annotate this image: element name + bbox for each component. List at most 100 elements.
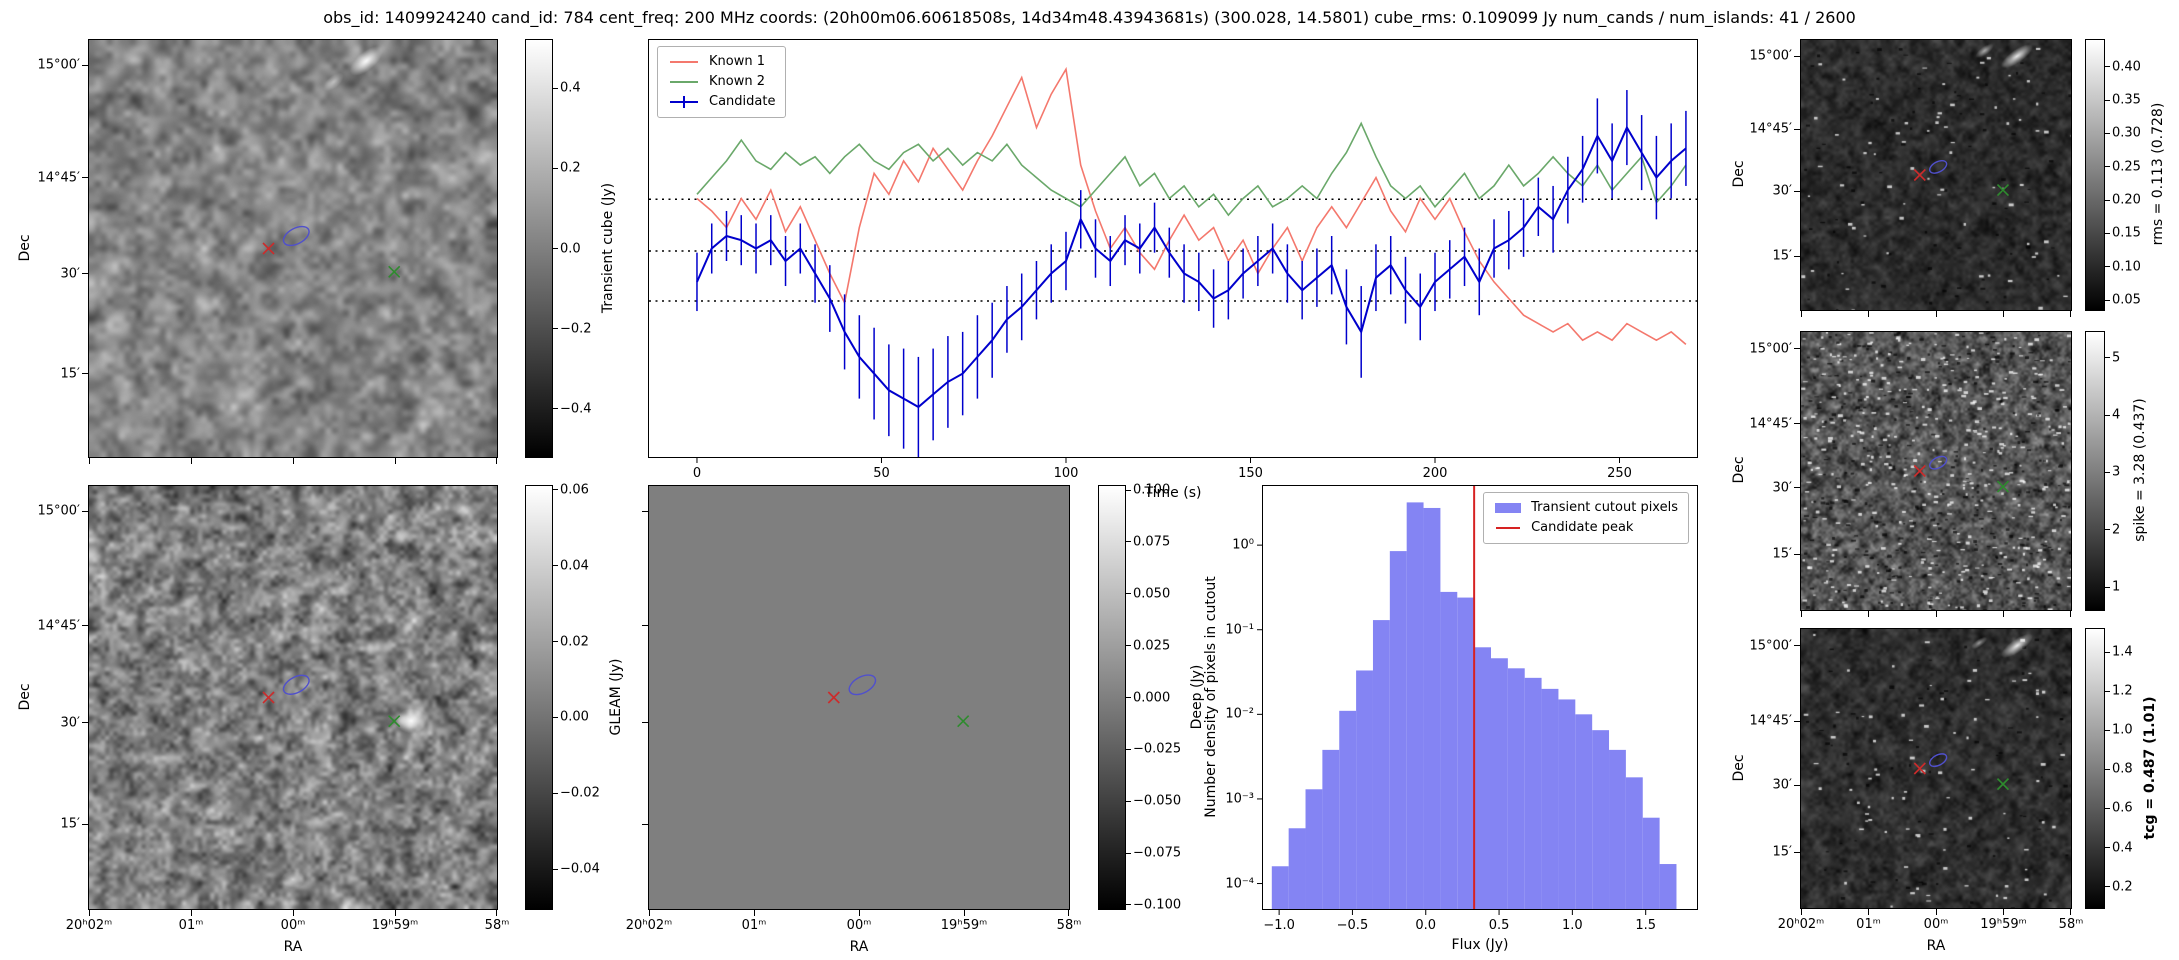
dec-tick-label: 14°45′ (1749, 713, 1792, 729)
time-tick-label: 150 (1238, 466, 1263, 481)
axis-tick (1794, 190, 1800, 192)
gleam-colorbar: 0.06 0.04 0.02 0.00 −0.02 −0.04 GLEAM (Jy) (525, 482, 624, 910)
source-markers-overlay (262, 674, 401, 728)
dec-tick-label: 14°45′ (1749, 121, 1792, 137)
axis-tick (2105, 529, 2110, 531)
colorbar-tick-label: 0.000 (1133, 690, 1171, 705)
histogram-bar (1322, 749, 1340, 909)
transient-cube-colorbar: 0.4 0.2 0.0 −0.2 −0.4 Transient cube (Jy) (525, 39, 616, 458)
candidate-island-contour (1929, 455, 1948, 470)
figure-title: obs_id: 1409924240 cand_id: 784 cent_fre… (323, 8, 1856, 27)
colorbar-tick-label: 0.25 (2112, 159, 2141, 175)
axis-tick (2105, 199, 2110, 201)
axis-tick (89, 458, 90, 464)
ra-tick-label: 01ᵐ (178, 918, 204, 933)
colorbar-tick-label: −0.4 (560, 401, 592, 417)
lightcurve-panel: 0 50 100 150 200 250 Time (s) Known 1 Known 2 Can… (648, 39, 1698, 501)
histogram-bar (1305, 789, 1323, 909)
rms-map-panel: 15°00′ 14°45′ 30′ 15′ Dec (1731, 39, 2072, 317)
axis-tick (649, 910, 650, 916)
colorbar-tick-label: 1.0 (2112, 722, 2133, 738)
colorbar-tick-label: 0.00 (560, 709, 589, 725)
dec-tick-label: 30′ (1772, 183, 1793, 199)
density-tick-label: 10⁻² (1225, 706, 1254, 722)
deep-image-panel: 20ʰ02ᵐ 01ᵐ 00ᵐ 19ʰ59ᵐ 58ᵐ RA (626, 485, 1081, 955)
legend-row: Candidate (668, 92, 775, 112)
flux-tick-label: −1.0 (1263, 918, 1295, 933)
axis-tick (963, 910, 965, 916)
axis-tick (89, 910, 90, 916)
colorbar-tick-label: 3 (2112, 464, 2121, 480)
legend-label: Known 1 (709, 54, 765, 69)
axis-tick (394, 910, 396, 916)
spike-map-panel: 15°00′ 14°45′ 30′ 15′ Dec (1731, 331, 2072, 617)
tcg-map-panel: 20ʰ02ᵐ 01ᵐ 00ᵐ 19ʰ59ᵐ 58ᵐ 15°00′ 14°45′ 30′ 15′ R… (1731, 628, 2083, 954)
colorbar-tick-label: 1.2 (2112, 683, 2133, 699)
axis-tick (1126, 541, 1131, 543)
colorbar-tick-label: 0.15 (2112, 225, 2141, 241)
dec-axis-label: Dec (17, 682, 33, 711)
known-source-red-cross-marker (1913, 168, 1926, 182)
histogram-bar (1625, 777, 1643, 909)
axis-tick (1868, 909, 1869, 915)
rms-image (1801, 40, 2071, 310)
flux-tick-label: 1.5 (1635, 918, 1657, 933)
gleam-colorbar-label: GLEAM (Jy) (608, 658, 624, 735)
dec-tick-label: 14°45′ (37, 618, 80, 634)
colorbar-tick-label: 1 (2112, 579, 2121, 595)
flux-tick-label: −0.5 (1336, 918, 1369, 933)
histogram-bar (1339, 710, 1357, 909)
legend-line-sample (1496, 527, 1521, 530)
axis-tick (2105, 266, 2110, 268)
colorbar-tick-label: 1.4 (2112, 644, 2133, 660)
colorbar-tick-label: 4 (2112, 407, 2121, 423)
dec-tick-label: 15°00′ (37, 57, 80, 73)
legend-row: Known 2 (668, 72, 775, 92)
ra-tick-label: 20ʰ02ᵐ (625, 918, 673, 933)
ra-tick-label: 58ᵐ (2058, 917, 2084, 932)
colorbar-tick-label: 0.8 (2112, 761, 2133, 777)
axis-tick (2105, 299, 2110, 301)
colorbar-tick-label: 0.2 (560, 160, 581, 176)
axis-tick (82, 722, 88, 724)
dec-axis-label: Dec (1731, 456, 1747, 484)
known-source-green-cross-marker (388, 265, 401, 278)
colorbar-tick-label: 0.04 (560, 558, 589, 574)
gleam-image (89, 486, 497, 909)
colorbar-tick-label: 2 (2112, 522, 2121, 538)
tcg-colorbar-label: tcg = 0.487 (1.01) (2142, 696, 2158, 839)
axis-tick (553, 87, 558, 89)
axis-tick (82, 373, 88, 375)
known-1-line (696, 66, 1687, 346)
known-2-line (696, 121, 1687, 217)
histogram-bar (1271, 866, 1289, 909)
deep-colorbar: 0.100 0.075 0.050 0.025 0.000 −0.025 −0.050 −0.… (1098, 483, 1205, 912)
spike-colorbar-label: spike = 3.28 (0.437) (2132, 398, 2148, 542)
legend-line-sample (670, 61, 698, 64)
flux-tick-label: 0.0 (1415, 918, 1437, 933)
ra-tick-label: 58ᵐ (1056, 918, 1082, 933)
legend-label: Candidate (709, 94, 776, 110)
ra-tick-label: 19ʰ59ᵐ (371, 918, 419, 933)
axis-tick (553, 792, 558, 794)
histogram-bar (1423, 507, 1441, 909)
flux-axis-label: Flux (Jy) (1451, 937, 1509, 953)
axis-tick (1126, 800, 1131, 802)
time-tick-label: 250 (1607, 466, 1632, 481)
axis-tick (2003, 311, 2004, 317)
legend-label: Known 2 (709, 74, 765, 90)
axis-tick (190, 458, 192, 464)
known-source-green-cross-marker (1996, 184, 2010, 197)
ra-axis-label: RA (283, 939, 303, 955)
axis-tick (82, 823, 88, 825)
axis-tick (1794, 55, 1800, 57)
time-tick-label: 50 (873, 466, 890, 481)
known-source-green-cross-marker (1996, 480, 2010, 493)
ra-tick-label: 01ᵐ (1856, 917, 1881, 932)
colorbar-tick-label: 0.05 (2112, 292, 2141, 308)
axis-tick (642, 823, 648, 825)
colorbar-tick-label: −0.04 (560, 861, 600, 877)
dec-tick-label: 15′ (60, 366, 81, 382)
axis-tick (1126, 697, 1131, 698)
axis-tick (394, 458, 396, 464)
